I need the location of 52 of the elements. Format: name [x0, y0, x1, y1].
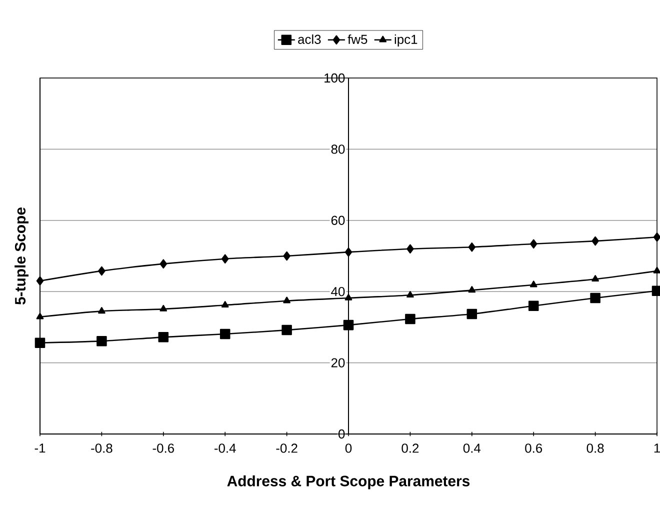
y-tick-label: 40: [331, 287, 345, 296]
x-tick-label: -0.8: [91, 444, 112, 453]
x-tick-label: -0.6: [152, 444, 174, 453]
y-tick-label: 80: [331, 144, 345, 154]
point: [406, 244, 414, 254]
legend-label: fw5: [348, 34, 368, 44]
point: [98, 266, 106, 276]
point: [98, 307, 106, 314]
y-tick-label: 60: [331, 216, 345, 225]
point: [160, 304, 168, 312]
x-tick-label: -1: [34, 444, 46, 453]
x-tick-label: 1: [654, 444, 660, 453]
point: [34, 338, 46, 348]
point: [36, 312, 44, 320]
point: [530, 280, 538, 288]
point: [36, 276, 44, 286]
point: [528, 300, 539, 311]
legend-label: ipc1: [394, 34, 418, 47]
point: [282, 324, 292, 336]
x-tick-label: -0.2: [276, 444, 298, 453]
x-tick-label: 0.8: [586, 444, 604, 453]
point: [592, 275, 599, 282]
point: [158, 332, 169, 342]
point: [220, 328, 230, 340]
legend-label: acl3: [298, 34, 321, 44]
point: [221, 300, 229, 308]
point: [592, 236, 599, 246]
point: [344, 294, 352, 300]
x-tick-label: 0.6: [525, 444, 542, 453]
point: [653, 232, 660, 242]
y-axis-title: 5-tuple Scope: [14, 208, 29, 305]
x-tick-label: 0.2: [402, 444, 419, 453]
x-tick-label: 0: [345, 444, 352, 453]
x-tick-label: 0.4: [463, 444, 481, 453]
x-tick-label: -0.4: [214, 444, 236, 453]
point: [221, 254, 229, 264]
point: [343, 320, 354, 330]
point: [283, 296, 290, 304]
point: [283, 251, 290, 261]
point: [160, 259, 168, 268]
point: [468, 286, 476, 293]
point: [96, 336, 107, 346]
point: [466, 308, 478, 320]
point: [530, 239, 538, 249]
x-axis-title: Address & Port Scope Parameters: [227, 475, 470, 490]
point: [406, 291, 414, 298]
y-tick-label: 20: [331, 358, 345, 368]
point: [468, 242, 476, 252]
point: [344, 247, 352, 257]
point: [405, 314, 416, 324]
point: [590, 292, 600, 304]
point: [653, 266, 660, 274]
